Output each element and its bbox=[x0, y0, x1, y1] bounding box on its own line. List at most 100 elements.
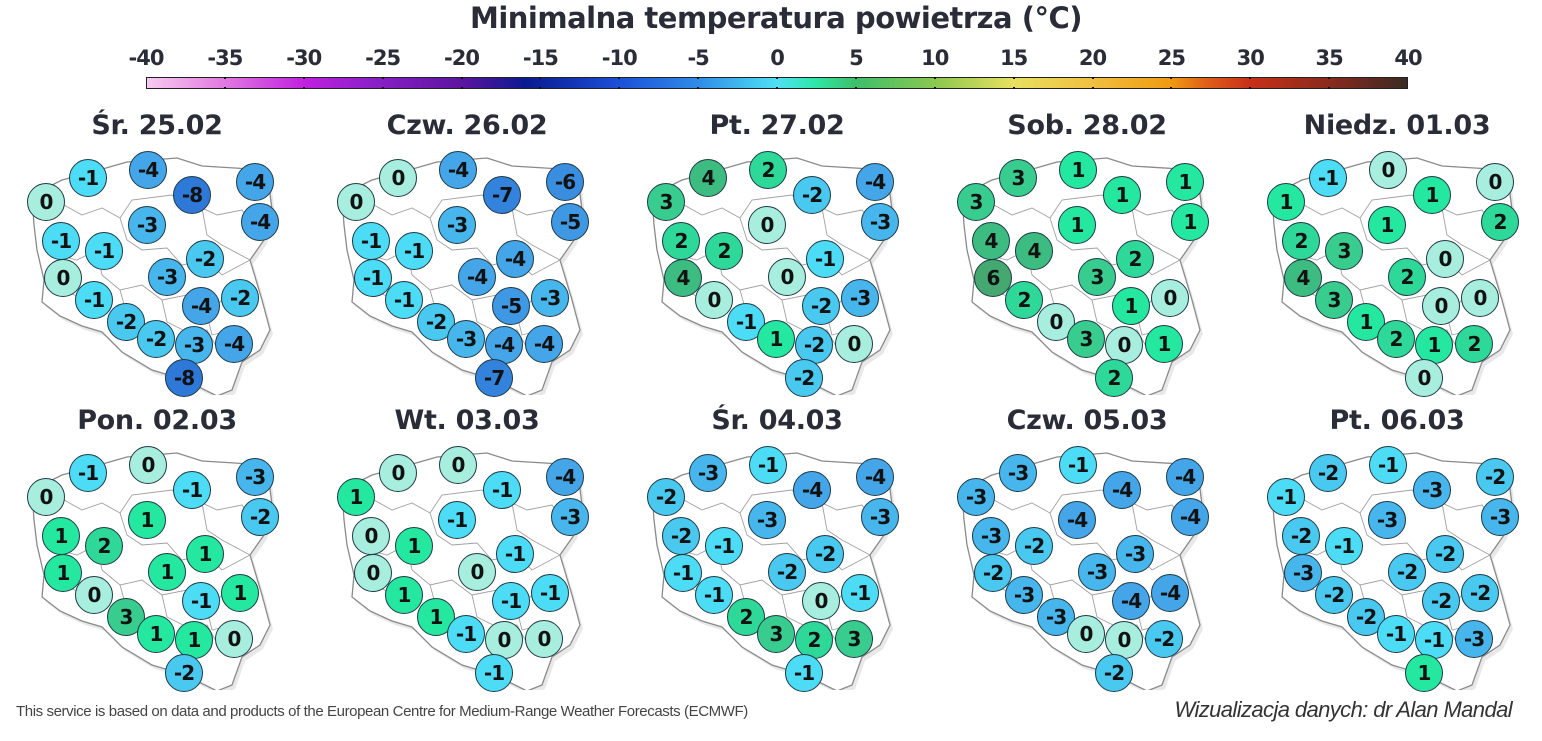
temperature-marker: 0 bbox=[1405, 359, 1443, 397]
temperature-marker: 4 bbox=[1284, 259, 1322, 297]
temperature-marker: -2 bbox=[186, 240, 224, 278]
colorbar-tick-label: 10 bbox=[921, 46, 949, 70]
temperature-marker: 4 bbox=[689, 159, 727, 197]
day-label: Sob. 28.02 bbox=[1007, 110, 1167, 141]
colorbar-tick-mark bbox=[1012, 77, 1015, 89]
day-label: Śr. 25.02 bbox=[91, 110, 223, 141]
temperature-marker: 3 bbox=[647, 183, 685, 221]
temperature-marker: -3 bbox=[957, 478, 995, 516]
temperature-marker: 0 bbox=[1461, 279, 1499, 317]
temperature-marker: 0 bbox=[525, 620, 563, 658]
temperature-marker: -2 bbox=[165, 654, 203, 692]
colorbar-tick-label: 40 bbox=[1394, 46, 1422, 70]
colorbar-tick-mark bbox=[1091, 77, 1094, 89]
author-credit: Wizualizacja danych: dr Alan Mandal bbox=[1174, 697, 1513, 722]
colorbar-tick-label: -35 bbox=[207, 46, 243, 70]
temperature-marker: -4 bbox=[439, 151, 477, 189]
temperature-marker: 2 bbox=[1377, 320, 1415, 358]
temperature-marker: 0 bbox=[44, 259, 82, 297]
temperature-marker: -4 bbox=[1171, 498, 1209, 536]
colorbar-tick-mark bbox=[302, 77, 305, 89]
temperature-marker: 0 bbox=[458, 553, 496, 591]
colorbar-tick-label: 35 bbox=[1315, 46, 1344, 70]
temperature-marker: -4 bbox=[215, 325, 253, 363]
colorbar-tick-label: -30 bbox=[286, 46, 322, 70]
temperature-marker: 1 bbox=[137, 615, 175, 653]
temperature-marker: 3 bbox=[957, 183, 995, 221]
day-label: Wt. 03.03 bbox=[394, 405, 540, 436]
temperature-marker: -2 bbox=[1347, 598, 1385, 636]
temperature-marker: 2 bbox=[1116, 240, 1154, 278]
temperature-marker: 3 bbox=[1315, 281, 1353, 319]
temperature-marker: 1 bbox=[148, 553, 186, 591]
colorbar-tick-labels: -40 -35 -30 -25 -20 -15 -10 -5 0 5 10 15 20 25 30 35 40 bbox=[0, 46, 1542, 74]
temperature-marker: -4 bbox=[1058, 501, 1096, 539]
temperature-marker: 1 bbox=[221, 574, 259, 612]
temperature-marker: -1 bbox=[182, 582, 220, 620]
temperature-marker: -2 bbox=[793, 176, 831, 214]
temperature-marker: -1 bbox=[806, 240, 844, 278]
temperature-marker: 3 bbox=[757, 615, 795, 653]
temperature-marker: -2 bbox=[802, 287, 840, 325]
temperature-marker: -2 bbox=[768, 553, 806, 591]
temperature-marker: 0 bbox=[354, 554, 392, 592]
data-source-note: This service is based on data and produc… bbox=[16, 703, 748, 720]
temperature-marker: -1 bbox=[475, 654, 513, 692]
temperature-marker: -1 bbox=[483, 471, 521, 509]
temperature-marker: -2 bbox=[1388, 553, 1426, 591]
temperature-marker: -3 bbox=[438, 206, 476, 244]
temperature-marker: -1 bbox=[705, 527, 743, 565]
temperature-marker: -2 bbox=[785, 359, 823, 397]
day-label: Pt. 06.03 bbox=[1329, 405, 1465, 436]
temperature-marker: -3 bbox=[972, 517, 1010, 555]
colorbar-tick-label: 0 bbox=[770, 46, 785, 70]
temperature-marker: -1 bbox=[695, 576, 733, 614]
colorbar-tick-mark bbox=[460, 77, 463, 89]
temperature-marker: -8 bbox=[173, 176, 211, 214]
temperature-marker: 0 bbox=[485, 621, 523, 659]
temperature-marker: -2 bbox=[1315, 576, 1353, 614]
colorbar-tick-mark bbox=[618, 77, 621, 89]
temperature-marker: 1 bbox=[1112, 287, 1150, 325]
temperature-marker: 0 bbox=[802, 582, 840, 620]
temperature-marker: 2 bbox=[1481, 203, 1519, 241]
colorbar-tick-mark bbox=[697, 77, 700, 89]
temperature-marker: 0 bbox=[379, 159, 417, 197]
temperature-marker: -3 bbox=[861, 203, 899, 241]
temperature-marker: -1 bbox=[395, 232, 433, 270]
temperature-marker: -3 bbox=[1368, 501, 1406, 539]
colorbar-tick-label: -40 bbox=[128, 46, 165, 70]
temperature-marker: -4 bbox=[182, 287, 220, 325]
temperature-marker: -1 bbox=[75, 281, 113, 319]
temperature-marker: -6 bbox=[546, 163, 584, 201]
temperature-marker: 3 bbox=[1078, 258, 1116, 296]
temperature-marker: 0 bbox=[1067, 615, 1105, 653]
temperature-marker: -2 bbox=[662, 517, 700, 555]
temperature-marker: -4 bbox=[485, 326, 523, 364]
temperature-marker: -3 bbox=[748, 501, 786, 539]
day-label: Pon. 02.03 bbox=[77, 405, 237, 436]
temperature-marker: 3 bbox=[835, 620, 873, 658]
temperature-marker: -1 bbox=[749, 446, 787, 484]
temperature-marker: 1 bbox=[128, 501, 166, 539]
temperature-marker: 1 bbox=[385, 576, 423, 614]
colorbar-tick-label: -10 bbox=[601, 46, 638, 70]
temperature-marker: 1 bbox=[1347, 303, 1385, 341]
temperature-marker: -1 bbox=[69, 159, 107, 197]
temperature-marker: 1 bbox=[186, 535, 224, 573]
temperature-marker: -4 bbox=[1112, 582, 1150, 620]
temperature-marker: 1 bbox=[1103, 176, 1141, 214]
day-map-panel: Pt. 06.03 -1 -2 -1 -3 -2 -3 -3 -2 -1 -2 -3 -2 -2 -2 -2-… bbox=[1242, 395, 1542, 692]
temperature-marker: 4 bbox=[1015, 232, 1053, 270]
temperature-marker: 1 bbox=[1405, 654, 1443, 692]
colorbar-tick-label: 30 bbox=[1236, 46, 1265, 70]
temperature-marker: -3 bbox=[1455, 620, 1493, 658]
temperature-marker: -3 bbox=[689, 454, 727, 492]
temperature-marker: -1 bbox=[42, 222, 80, 260]
temperature-marker: 3 bbox=[1325, 232, 1363, 270]
day-label: Niedz. 01.03 bbox=[1303, 110, 1491, 141]
temperature-marker: 0 bbox=[27, 478, 65, 516]
temperature-marker: 1 bbox=[1368, 206, 1406, 244]
temperature-marker: -1 bbox=[69, 454, 107, 492]
temperature-marker: 0 bbox=[1476, 163, 1514, 201]
